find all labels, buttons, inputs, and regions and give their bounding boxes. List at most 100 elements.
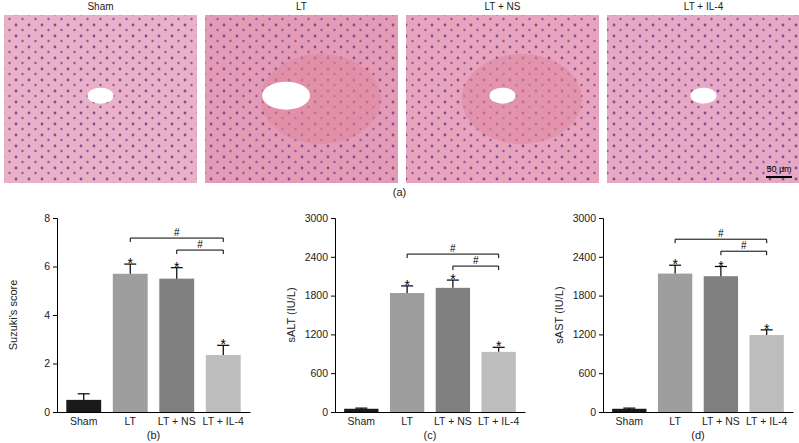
tick-label: 8 (44, 212, 50, 224)
tick-label: 1800 (305, 289, 329, 301)
tick-label: LT + IL-4 (203, 415, 245, 427)
tick-mark (599, 296, 603, 297)
comparison-label: # (718, 228, 724, 239)
scale-bar-label: 50 μm (766, 164, 791, 174)
tick: 1800 (573, 289, 603, 301)
axis-title: Suzuki's score (7, 280, 19, 351)
tick-label: 1200 (305, 328, 329, 340)
error-whisker (83, 394, 84, 400)
necrotic-area (462, 54, 582, 144)
tick: 600 (310, 367, 335, 379)
comparison-label: # (473, 255, 479, 266)
tissue-image (406, 15, 599, 183)
tick: 2400 (573, 251, 603, 263)
tick-label: 600 (578, 367, 596, 379)
image-title: LT + NS (484, 1, 520, 12)
tick-label: 600 (310, 367, 328, 379)
tick: LT + IL-4 (746, 412, 788, 427)
tick-mark (331, 218, 335, 219)
tick-mark (599, 257, 603, 258)
comparison-bracket (453, 266, 499, 270)
error-bar (623, 408, 635, 410)
tick: 6 (44, 260, 57, 272)
bar (66, 400, 101, 412)
axis-line (336, 412, 526, 413)
tick-mark (53, 315, 57, 316)
tick-label: Sham (616, 415, 644, 427)
plot-area (612, 265, 784, 412)
comparison-bracket (675, 239, 767, 243)
vessel (262, 82, 310, 110)
tissue-image (4, 15, 197, 183)
tick: LT + NS (702, 412, 740, 427)
y-axis: 06001200180024003000 (573, 212, 604, 418)
significance-mark: * (128, 255, 134, 271)
tick-label: 1200 (573, 328, 597, 340)
axis-line (331, 219, 336, 413)
tick-label: LT + NS (158, 415, 196, 427)
plot-area (344, 280, 516, 412)
x-axis: Sham LT LT + NS LT + IL-4 (336, 412, 526, 427)
tick-mark (331, 373, 335, 374)
tick: 3000 (305, 212, 335, 224)
axis-title: sALT (IU/L) (285, 287, 297, 342)
tick: 0 (590, 406, 603, 418)
tick: 2400 (305, 251, 335, 263)
tick-label: 4 (44, 309, 50, 321)
bar (658, 274, 692, 412)
tick-mark (599, 412, 603, 413)
tick: 600 (578, 367, 603, 379)
axis-line (604, 412, 794, 413)
tick-label: LT (669, 415, 681, 427)
tissue-image (205, 15, 398, 183)
axis-line (58, 412, 251, 413)
image-title: Sham (87, 1, 113, 12)
significance-mark: * (221, 336, 227, 352)
tick-label: LT + IL-4 (478, 415, 520, 427)
tick-label: Sham (70, 415, 98, 427)
comparison-bracket (721, 251, 767, 255)
tick-label: 3000 (305, 212, 329, 224)
histology-panel: LT + IL-450 μm (607, 1, 799, 183)
tick-label: LT + NS (434, 415, 472, 427)
significance-mark: * (450, 271, 456, 287)
tissue-image (607, 15, 799, 183)
comparison-bracket (130, 238, 223, 242)
error-cap (623, 408, 635, 409)
tick: Sham (70, 412, 98, 427)
tick-mark (331, 296, 335, 297)
tick-label: 2400 (305, 251, 329, 263)
necrotic-area (261, 54, 381, 144)
tick: LT (401, 412, 413, 427)
comparison-label: # (741, 240, 747, 251)
tick-label: 2400 (573, 251, 597, 263)
tick-label: 0 (590, 406, 596, 418)
y-axis: 02468 (44, 212, 57, 418)
tick-mark (53, 364, 57, 365)
tick-mark (53, 218, 57, 219)
comparison-label: # (450, 243, 456, 254)
histology-panel: LT (205, 1, 398, 183)
significance-mark: * (174, 259, 180, 275)
panel-label: (c) (424, 429, 437, 441)
bar (612, 409, 646, 412)
tick: 1800 (305, 289, 335, 301)
bar-chart: 0 600 1200 1800 2400 3000 Sham LT LT + NS LT + IL… (285, 212, 526, 441)
histology-panel: LT + NS (406, 1, 599, 183)
tick: LT + IL-4 (478, 412, 520, 427)
tick-label: Sham (348, 415, 376, 427)
scale-bar (766, 176, 792, 178)
bar (113, 274, 148, 412)
error-bar (355, 408, 367, 410)
tick: LT (669, 412, 681, 427)
tick: Sham (616, 412, 644, 427)
tick: Sham (348, 412, 376, 427)
significance-mark: * (764, 321, 770, 337)
tick: 1200 (305, 328, 335, 340)
tick-label: 0 (322, 406, 328, 418)
tick: LT (125, 412, 137, 427)
histology-panel: Sham (4, 1, 197, 183)
tick: 4 (44, 309, 57, 321)
tick-mark (331, 257, 335, 258)
significance-mark: * (404, 277, 410, 293)
